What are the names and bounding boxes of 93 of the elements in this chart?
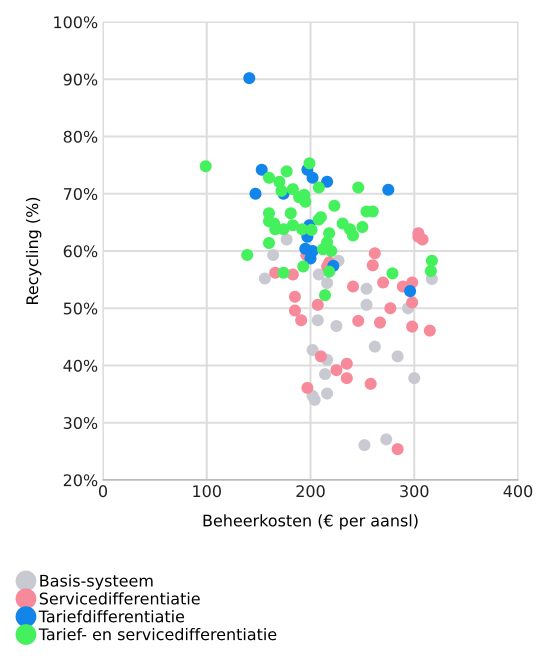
- point: [424, 265, 437, 278]
- point: [306, 224, 318, 236]
- point: [306, 172, 319, 184]
- point: [424, 324, 436, 337]
- y-tick-label: 100%: [54, 16, 98, 28]
- point: [347, 230, 360, 242]
- point: [321, 176, 334, 188]
- x-tick-label: 0: [98, 485, 108, 498]
- point: [306, 344, 319, 356]
- point: [323, 266, 336, 278]
- point: [325, 244, 338, 258]
- point: [280, 234, 293, 246]
- x-tick-label: 400: [504, 485, 532, 498]
- point: [347, 280, 360, 293]
- point: [406, 320, 418, 333]
- y-tick-label: 90%: [64, 73, 98, 86]
- point: [416, 234, 429, 246]
- point: [352, 314, 364, 327]
- point: [330, 364, 342, 376]
- point: [250, 188, 262, 200]
- point: [243, 72, 256, 84]
- point: [200, 160, 212, 172]
- point: [380, 433, 392, 446]
- point: [312, 314, 324, 326]
- point: [382, 184, 394, 196]
- y-tick-label: 30%: [64, 416, 98, 430]
- x-tick-label: 100: [193, 485, 221, 498]
- point: [368, 247, 381, 260]
- point: [275, 184, 288, 197]
- point: [340, 372, 353, 384]
- point: [352, 181, 364, 194]
- point: [360, 298, 373, 311]
- point: [368, 340, 381, 353]
- point: [340, 358, 353, 370]
- legend-label: Tarief- en servicedifferentiatie: [38, 628, 276, 640]
- point: [328, 200, 340, 212]
- point: [312, 268, 325, 280]
- point: [406, 296, 418, 309]
- point: [280, 165, 293, 178]
- point: [426, 254, 438, 267]
- point: [288, 290, 301, 303]
- point: [288, 304, 301, 317]
- point: [284, 207, 297, 220]
- point: [278, 223, 290, 236]
- y-tick-label: 40%: [63, 360, 98, 372]
- point: [408, 372, 420, 384]
- y-axis-title: Recycling (%): [26, 198, 42, 304]
- point: [262, 172, 276, 184]
- legend-label: Basis-systeem: [40, 574, 153, 590]
- point: [404, 285, 416, 298]
- point: [312, 298, 324, 311]
- legend-label: Servicedifferentiatie: [40, 592, 200, 605]
- point: [364, 378, 377, 390]
- y-tick-label: 70%: [64, 188, 98, 200]
- point: [303, 157, 316, 170]
- legend-label: Tariefdifferentiatie: [38, 610, 184, 622]
- point: [366, 259, 379, 272]
- point: [286, 219, 299, 232]
- point: [312, 181, 325, 194]
- point: [295, 314, 308, 326]
- point: [319, 368, 332, 380]
- point: [386, 267, 398, 280]
- point: [384, 302, 396, 314]
- point: [262, 236, 276, 249]
- point: [321, 388, 334, 400]
- point: [392, 350, 404, 362]
- point: [330, 320, 342, 332]
- point: [241, 248, 254, 262]
- point: [314, 211, 327, 224]
- point: [256, 164, 268, 176]
- point: [358, 439, 370, 452]
- point: [258, 272, 271, 284]
- point: [374, 316, 386, 329]
- y-tick-label: 20%: [64, 474, 98, 486]
- point: [278, 266, 290, 279]
- point: [297, 260, 310, 272]
- point: [323, 227, 336, 240]
- point: [356, 220, 368, 233]
- point: [314, 350, 327, 362]
- point: [377, 276, 390, 288]
- point: [392, 443, 404, 456]
- x-tick-label: 200: [296, 485, 325, 498]
- point: [319, 289, 332, 302]
- point: [286, 183, 299, 196]
- y-tick-label: 80%: [64, 130, 98, 143]
- point: [360, 282, 373, 295]
- point: [321, 277, 334, 290]
- point: [301, 382, 314, 394]
- point: [267, 248, 280, 262]
- y-tick-label: 60%: [64, 245, 98, 258]
- y-tick-label: 50%: [64, 302, 98, 315]
- x-axis-title: Beheerkosten (€ per aansl): [204, 514, 418, 530]
- x-tick-label: 300: [400, 485, 428, 498]
